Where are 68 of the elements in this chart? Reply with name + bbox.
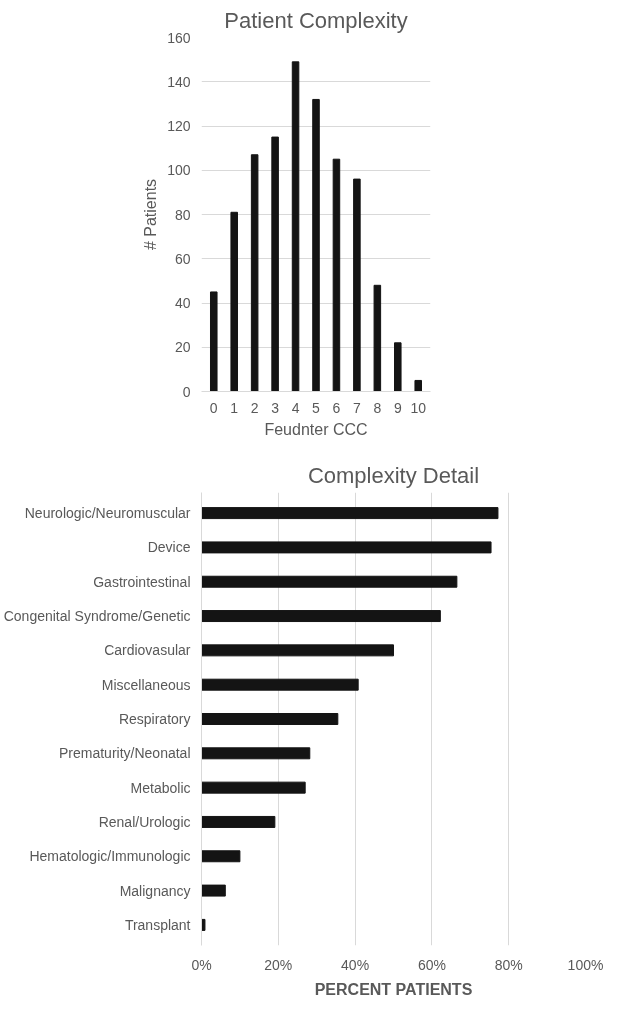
x-axis-title: Feudnter CCC: [264, 420, 368, 438]
bar: [201, 541, 492, 554]
bar: [373, 284, 382, 392]
y-tick-label: Respiratory: [118, 711, 191, 727]
bar: [201, 713, 339, 725]
y-tick-label: Metabolic: [130, 779, 191, 796]
y-tick-label: Prematurity/Neonatal: [59, 745, 191, 762]
y-tick-label: Transplant: [124, 916, 191, 933]
y-axis-title: # Patients: [142, 178, 160, 251]
bar: [414, 379, 422, 392]
y-tick-label: Cardiovasular: [104, 642, 191, 659]
bar: [201, 575, 458, 588]
bar: [291, 61, 300, 392]
x-tick-label: 40%: [341, 956, 370, 973]
bar: [210, 291, 218, 392]
bar: [201, 610, 441, 623]
x-tick-label: 0%: [191, 956, 212, 973]
bar: [250, 154, 259, 392]
y-tick-label: 20: [174, 339, 191, 356]
x-tick-label: 60%: [417, 956, 446, 973]
bar: [271, 136, 279, 392]
bar: [201, 678, 359, 691]
bar: [201, 507, 499, 520]
bar: [201, 918, 206, 931]
chart-title: Complexity Detail: [307, 462, 480, 488]
y-tick-label: 120: [167, 118, 191, 134]
x-tick-label: 2: [250, 399, 259, 416]
y-tick-label: 80: [174, 206, 191, 223]
y-tick-label: 100: [167, 162, 191, 179]
x-tick-label: 7: [353, 399, 361, 416]
x-tick-label: 0: [209, 399, 218, 416]
bar: [201, 781, 306, 794]
bar: [201, 850, 241, 863]
bar: [230, 211, 238, 392]
x-tick-label: 3: [271, 399, 280, 416]
y-tick-label: Congenital Syndrome/Genetic: [3, 608, 191, 625]
y-tick-label: Hematologic/Immunologic: [29, 848, 191, 865]
chart-title: Patient Complexity: [224, 7, 408, 33]
bar: [201, 815, 276, 828]
y-tick-label: 40: [174, 295, 191, 311]
y-tick-label: Gastrointestinal: [93, 573, 191, 590]
x-tick-label: 20%: [264, 956, 293, 973]
bar: [353, 178, 361, 392]
x-tick-label: 9: [393, 399, 402, 416]
y-tick-label: Miscellaneous: [101, 676, 191, 693]
x-tick-label: 100%: [567, 956, 604, 973]
x-tick-label: 6: [332, 399, 341, 416]
x-tick-label: 10: [410, 399, 427, 416]
x-tick-label: 5: [312, 399, 321, 416]
x-tick-label: 1: [230, 399, 239, 416]
y-tick-label: Device: [147, 539, 191, 556]
bar: [201, 747, 311, 760]
y-tick-label: Neurologic/Neuromuscular: [24, 505, 191, 522]
x-tick-label: 80%: [494, 956, 523, 973]
x-tick-label: 4: [291, 399, 300, 416]
bar: [332, 158, 341, 392]
bar: [201, 884, 226, 897]
x-axis-title: PERCENT PATIENTS: [314, 980, 473, 998]
bar: [312, 98, 320, 392]
y-tick-label: Malignancy: [119, 882, 191, 899]
bar: [201, 644, 394, 657]
y-tick-label: 160: [167, 29, 191, 46]
y-tick-label: 60: [174, 250, 191, 267]
bar: [394, 342, 402, 392]
y-tick-label: 0: [182, 383, 191, 400]
y-tick-label: 140: [167, 73, 191, 90]
x-tick-label: 8: [373, 399, 382, 416]
y-tick-label: Renal/Urologic: [98, 813, 191, 830]
